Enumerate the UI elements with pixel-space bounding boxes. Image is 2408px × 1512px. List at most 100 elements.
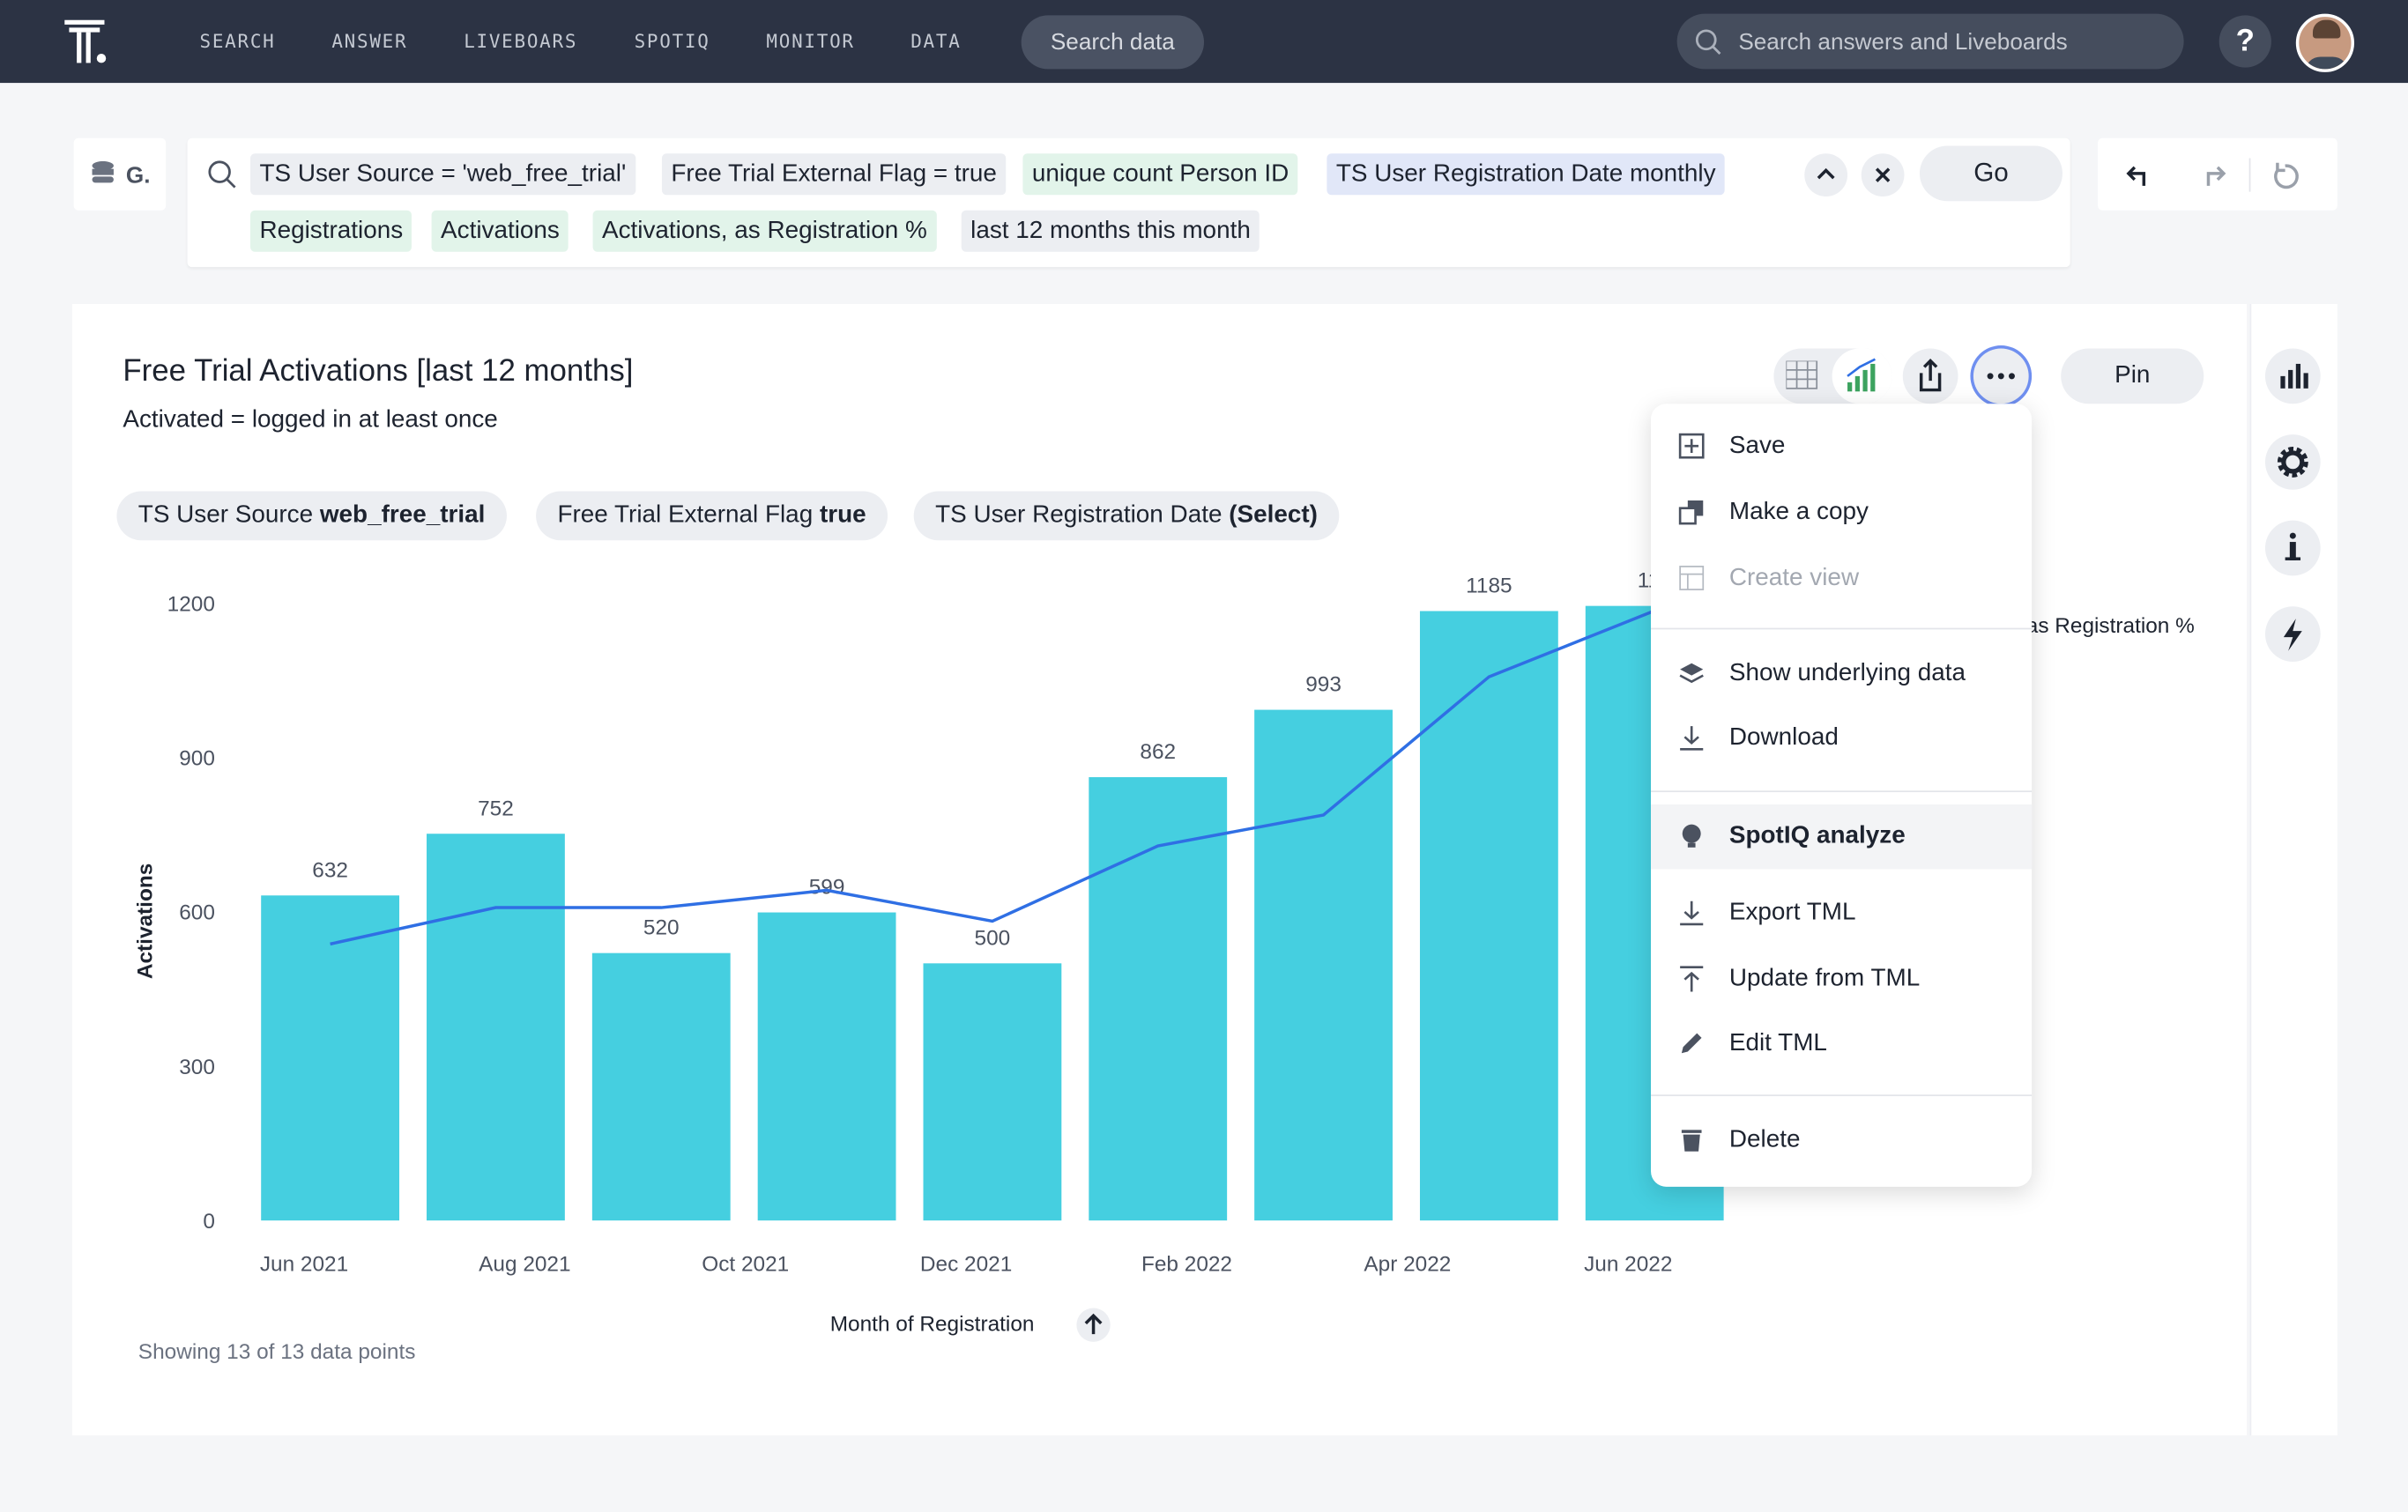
- settings-button[interactable]: [2264, 434, 2321, 490]
- bar-value-label: 599: [809, 876, 845, 900]
- x-tick-label: Aug 2021: [479, 1253, 570, 1277]
- logo: [64, 19, 107, 63]
- menu-label: Save: [1728, 433, 1786, 459]
- nav-item[interactable]: ANSWER: [331, 30, 408, 53]
- filter-chip[interactable]: TS User Source web_free_trial: [116, 491, 507, 541]
- y-tick-label: 1200: [167, 592, 215, 616]
- menu-label: Show underlying data: [1728, 660, 1966, 686]
- y-axis-title: Activations: [133, 863, 157, 979]
- x-tick-label: Dec 2021: [920, 1253, 1012, 1277]
- nav-item[interactable]: SPOTIQ: [634, 30, 710, 53]
- menu-divider: [1651, 1094, 2033, 1097]
- menu-label: Delete: [1728, 1126, 1801, 1153]
- search-token[interactable]: Registrations: [250, 210, 412, 252]
- x-axis-title: Month of Registration: [830, 1313, 1035, 1337]
- search-token[interactable]: Activations, as Registration %: [592, 210, 937, 252]
- bar-value-label: 520: [643, 916, 680, 940]
- view-toggle[interactable]: [1773, 348, 1892, 404]
- search-token[interactable]: TS User Registration Date monthly: [1327, 153, 1726, 196]
- chart-config-button[interactable]: [2264, 348, 2321, 404]
- y-tick-label: 300: [179, 1056, 215, 1079]
- menu-label: Download: [1728, 724, 1839, 752]
- menu-item[interactable]: Download: [1651, 706, 2032, 770]
- global-search[interactable]: Search answers and Liveboards: [1676, 13, 2184, 70]
- answer-title: Free Trial Activations [last 12 months]: [123, 354, 634, 389]
- sort-arrow: [1084, 1313, 1103, 1335]
- bar-value-label: 632: [312, 858, 348, 882]
- menu-item[interactable]: Show underlying data: [1651, 641, 2032, 706]
- menu-label: Edit TML: [1728, 1030, 1827, 1056]
- bar: [923, 963, 1062, 1221]
- bar-value-label: 752: [478, 797, 514, 820]
- search-data-button[interactable]: Search data: [1021, 15, 1205, 70]
- menu-item[interactable]: Make a copy: [1651, 480, 2032, 545]
- undo-redo-icons[interactable]: [2122, 158, 2313, 192]
- bar: [1419, 611, 1558, 1221]
- search-bar[interactable]: Go TS User Source = 'web_free_trial' Free…: [187, 137, 2070, 268]
- pin-button[interactable]: Pin: [2061, 348, 2204, 404]
- menu-item[interactable]: Export TML: [1651, 881, 2032, 945]
- bar-value-label: 500: [975, 926, 1011, 950]
- y-tick-label: 0: [203, 1210, 215, 1234]
- bar: [1089, 777, 1228, 1221]
- go-button[interactable]: Go: [1919, 145, 2062, 202]
- line: [330, 609, 1655, 946]
- source-label: G.: [125, 162, 151, 189]
- search-icon: [1695, 29, 1721, 55]
- filter-chip[interactable]: TS User Registration Date (Select): [913, 491, 1340, 541]
- bar: [261, 895, 400, 1221]
- filter-label: Free Trial External Flag: [557, 501, 820, 529]
- nav-item[interactable]: LIVEBOARS: [464, 30, 578, 53]
- x-tick-label: Feb 2022: [1141, 1253, 1232, 1277]
- spotiq-button[interactable]: [2264, 606, 2321, 662]
- search-icon: [208, 160, 236, 189]
- filter-value: (Select): [1229, 501, 1318, 529]
- menu-item[interactable]: Update from TML: [1651, 947, 2032, 1012]
- search-token[interactable]: Free Trial External Flag = true: [661, 153, 1007, 196]
- bar-value-label: 1185: [1466, 574, 1512, 598]
- info-button[interactable]: [2264, 520, 2321, 576]
- share-button[interactable]: [1902, 348, 1958, 404]
- nav-item[interactable]: DATA: [910, 30, 962, 53]
- clear-button[interactable]: [1861, 153, 1905, 197]
- menu-label: Update from TML: [1728, 965, 1921, 992]
- menu-label: Create view: [1728, 565, 1860, 591]
- bar-value-label: 862: [1140, 740, 1176, 764]
- answer-subtitle: Activated = logged in at least once: [123, 406, 498, 434]
- nav-item[interactable]: SEARCH: [199, 30, 276, 53]
- bar: [1254, 709, 1393, 1221]
- menu-item[interactable]: SpotIQ analyze: [1651, 804, 2033, 870]
- help-button[interactable]: ?: [2218, 15, 2271, 68]
- y-tick-label: 600: [179, 901, 215, 925]
- menu-item[interactable]: Edit TML: [1651, 1012, 2032, 1076]
- y-tick-label: 900: [179, 747, 215, 771]
- x-tick-label: Jun 2021: [260, 1253, 348, 1277]
- search-token[interactable]: unique count Person ID: [1022, 153, 1298, 196]
- filter-label: TS User Registration Date: [935, 501, 1230, 529]
- x-tick-label: Oct 2021: [702, 1253, 789, 1277]
- collapse-button[interactable]: [1804, 153, 1848, 197]
- menu-label: Export TML: [1728, 900, 1856, 926]
- filter-value: true: [819, 501, 866, 529]
- menu-item[interactable]: Save: [1651, 414, 2032, 478]
- search-token[interactable]: TS User Source = 'web_free_trial': [250, 153, 635, 196]
- nav-item[interactable]: MONITOR: [766, 30, 855, 53]
- source-selector[interactable]: G.: [73, 137, 167, 211]
- bar: [757, 912, 896, 1221]
- bar: [427, 834, 565, 1221]
- history-controls: [2098, 137, 2337, 211]
- search-token[interactable]: Activations: [431, 210, 569, 252]
- avatar[interactable]: [2295, 13, 2355, 72]
- filter-chip[interactable]: Free Trial External Flag true: [536, 491, 888, 541]
- more-button[interactable]: [1973, 348, 2029, 404]
- side-toolbar: [2249, 303, 2337, 1436]
- filter-value: web_free_trial: [319, 501, 486, 529]
- x-tick-label: Jun 2022: [1584, 1253, 1672, 1277]
- menu-label: Make a copy: [1728, 499, 1869, 525]
- search-token[interactable]: last 12 months this month: [961, 210, 1260, 252]
- menu-item[interactable]: Delete: [1651, 1108, 2032, 1173]
- menu-divider: [1651, 627, 2033, 630]
- filter-label: TS User Source: [137, 501, 320, 529]
